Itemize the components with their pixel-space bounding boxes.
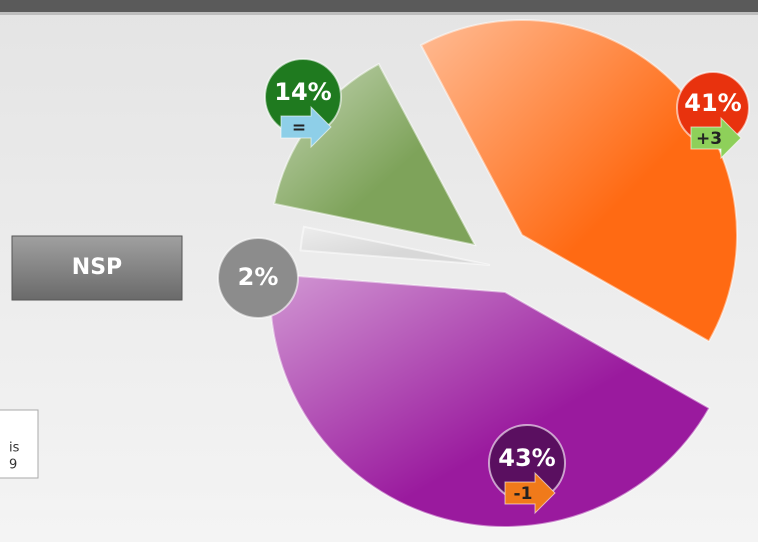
pie bbox=[269, 19, 738, 528]
slice-shine bbox=[270, 273, 710, 527]
note-box bbox=[0, 409, 39, 479]
change-label: -1 bbox=[514, 484, 533, 504]
slice-shine bbox=[300, 226, 490, 265]
category-box bbox=[11, 235, 183, 301]
slice-shine bbox=[421, 20, 737, 342]
value-label: 2% bbox=[238, 263, 279, 291]
value-label: 14% bbox=[274, 78, 331, 106]
value-badge bbox=[217, 237, 299, 319]
top-bar-edge bbox=[0, 12, 758, 15]
change-arrow bbox=[504, 471, 556, 515]
change-arrow bbox=[690, 116, 742, 160]
change-label: +3 bbox=[696, 129, 722, 149]
note-text: is bbox=[9, 441, 20, 456]
value-label: 41% bbox=[684, 89, 741, 117]
value-label: 43% bbox=[498, 444, 555, 472]
change-arrow bbox=[280, 105, 332, 149]
badges: 14% = 41% +3 2% 43% -1 bbox=[217, 58, 750, 515]
change-label: = bbox=[292, 118, 306, 138]
note-text: 9 bbox=[9, 458, 17, 473]
category-label: NSP bbox=[72, 255, 122, 280]
top-bar bbox=[0, 0, 758, 12]
